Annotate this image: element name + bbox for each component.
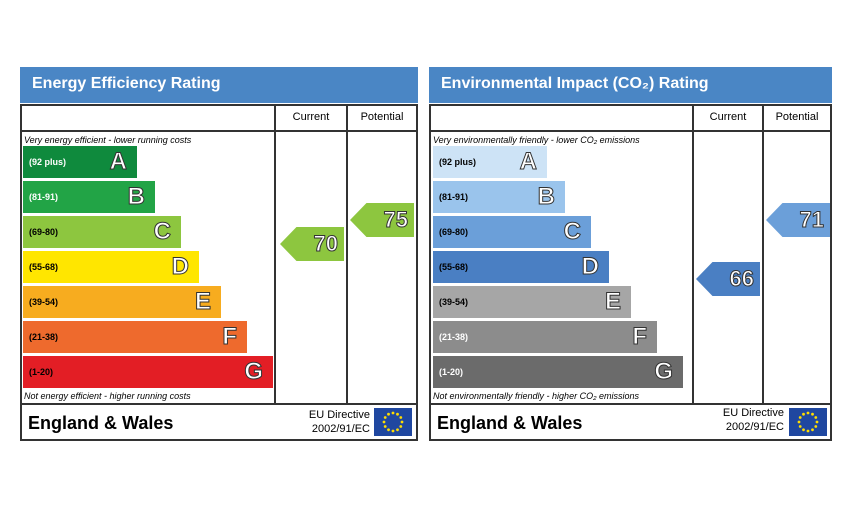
rating-band-b: (81-91) B <box>23 181 155 213</box>
band-range-label: (39-54) <box>29 297 59 307</box>
band-letter: C <box>153 218 171 246</box>
header-divider <box>429 130 832 132</box>
current-rating-value: 70 <box>313 231 339 257</box>
band-range-label: (92 plus) <box>439 157 477 167</box>
panel-title: Environmental Impact (CO₂) Rating <box>429 67 832 103</box>
band-range-label: (39-54) <box>439 297 469 307</box>
rating-band-d: (55-68) D <box>433 251 609 283</box>
chart-frame <box>429 104 832 441</box>
column-header-current: Current <box>709 111 747 123</box>
column-header-potential: Potential <box>775 111 819 123</box>
potential-rating-value: 71 <box>799 207 825 233</box>
eu-directive-text: EU Directive 2002/91/EC <box>290 408 370 436</box>
column-divider-current <box>692 104 694 404</box>
rating-band-a: (92 plus) A <box>433 146 547 178</box>
band-range-label: (81-91) <box>29 192 59 202</box>
band-range-label: (21-38) <box>29 332 59 342</box>
band-letter: E <box>194 288 211 316</box>
band-range-label: (21-38) <box>439 332 469 342</box>
eu-stars-icon <box>382 411 404 433</box>
chart-frame <box>20 104 418 441</box>
band-range-label: (1-20) <box>29 367 54 377</box>
column-divider-current <box>274 104 276 404</box>
top-note: Very environmentally friendly - lower CO… <box>433 135 640 145</box>
rating-band-g: (1-20) G <box>433 356 683 388</box>
energy-efficiency-panel: Energy Efficiency Rating Current Potenti… <box>20 67 418 442</box>
band-range-label: (55-68) <box>439 262 469 272</box>
band-letter: G <box>244 358 264 386</box>
region-label: England & Wales <box>437 413 583 433</box>
potential-rating-arrow: 75 <box>350 203 414 237</box>
eu-flag-icon <box>789 408 827 436</box>
band-letter: D <box>581 253 599 281</box>
rating-band-g: (1-20) G <box>23 356 273 388</box>
column-header-current: Current <box>292 111 330 123</box>
band-letter: A <box>109 148 127 176</box>
potential-rating-value: 75 <box>383 207 409 233</box>
eu-stars-icon <box>797 411 819 433</box>
band-range-label: (69-80) <box>439 227 469 237</box>
band-range-label: (92 plus) <box>29 157 67 167</box>
rating-band-e: (39-54) E <box>433 286 631 318</box>
band-range-label: (69-80) <box>29 227 59 237</box>
current-rating-value: 66 <box>729 266 755 292</box>
rating-band-b: (81-91) B <box>433 181 565 213</box>
band-letter: B <box>537 183 555 211</box>
bottom-note: Not energy efficient - higher running co… <box>24 391 191 401</box>
band-letter: F <box>222 323 238 351</box>
band-letter: B <box>127 183 145 211</box>
rating-band-a: (92 plus) A <box>23 146 137 178</box>
eu-directive-line2: 2002/91/EC <box>725 421 784 433</box>
rating-band-c: (69-80) C <box>23 216 181 248</box>
top-note: Very energy efficient - lower running co… <box>24 135 192 145</box>
rating-band-c: (69-80) C <box>433 216 591 248</box>
column-divider-potential <box>346 104 348 404</box>
band-range-label: (55-68) <box>29 262 59 272</box>
footer-divider <box>429 403 832 405</box>
band-letter: G <box>654 358 674 386</box>
band-range-label: (1-20) <box>439 367 464 377</box>
eu-directive-line1: EU Directive <box>308 409 370 421</box>
current-rating-arrow: 66 <box>696 262 760 296</box>
eu-flag-icon <box>374 408 412 436</box>
eu-directive-text: EU Directive 2002/91/EC <box>704 406 784 434</box>
rating-band-f: (21-38) F <box>23 321 247 353</box>
rating-band-e: (39-54) E <box>23 286 221 318</box>
eu-directive-line1: EU Directive <box>722 407 784 419</box>
region-label: England & Wales <box>28 413 174 433</box>
band-letter: C <box>563 218 581 246</box>
environmental-impact-panel: Environmental Impact (CO₂) Rating Curren… <box>429 67 832 442</box>
current-rating-arrow: 70 <box>280 227 344 261</box>
eu-directive-line2: 2002/91/EC <box>311 423 370 435</box>
band-letter: E <box>604 288 621 316</box>
footer-divider <box>20 403 418 405</box>
band-range-label: (81-91) <box>439 192 469 202</box>
column-header-potential: Potential <box>360 111 404 123</box>
band-letter: D <box>171 253 189 281</box>
header-divider <box>20 130 418 132</box>
rating-band-d: (55-68) D <box>23 251 199 283</box>
potential-rating-arrow: 71 <box>766 203 830 237</box>
bottom-note: Not environmentally friendly - higher CO… <box>433 391 640 401</box>
band-letter: A <box>519 148 537 176</box>
rating-band-f: (21-38) F <box>433 321 657 353</box>
column-divider-potential <box>762 104 764 404</box>
band-letter: F <box>632 323 648 351</box>
panel-title: Energy Efficiency Rating <box>20 67 418 103</box>
